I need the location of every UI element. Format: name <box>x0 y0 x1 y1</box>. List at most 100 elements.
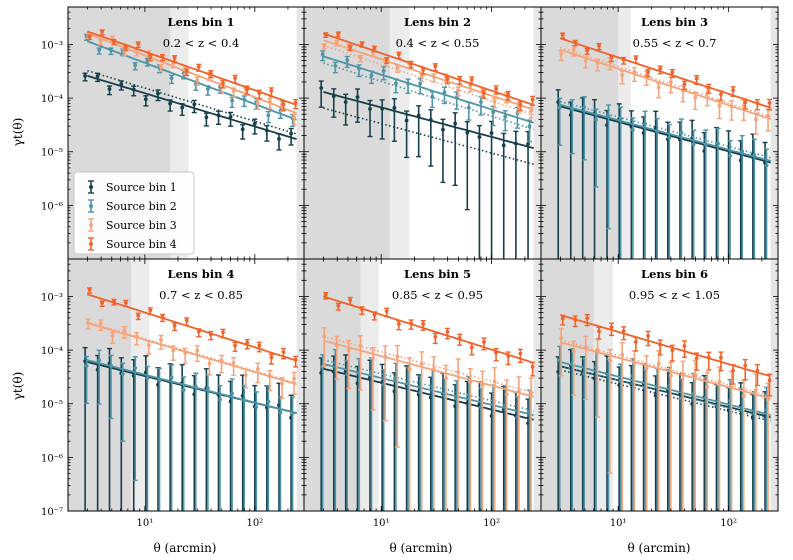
data-point <box>87 287 92 292</box>
data-point <box>430 94 435 99</box>
x-tick-label: 10¹ <box>373 518 390 529</box>
data-point <box>409 61 413 66</box>
data-point <box>109 363 113 368</box>
data-point <box>145 376 150 381</box>
legend-label: Source bin 4 <box>106 238 177 251</box>
data-point <box>694 356 699 361</box>
data-point <box>529 109 533 113</box>
data-point <box>221 81 225 86</box>
data-point <box>334 343 339 348</box>
panel-redshift-range: 0.95 < z < 1.05 <box>629 288 720 302</box>
data-point <box>122 328 127 333</box>
data-point <box>109 48 113 53</box>
data-point <box>231 89 236 93</box>
data-point <box>466 105 471 110</box>
scale-cut-large <box>296 259 304 511</box>
data-point <box>668 80 673 84</box>
data-point <box>609 55 614 60</box>
data-point <box>233 76 237 80</box>
data-point <box>530 97 535 102</box>
panel-4: 10⁻⁷ 10⁻⁶ 10⁻⁵ 10⁻⁴ 10⁻³ 10¹ 10² Lens bin 4 0.7 … <box>41 258 305 529</box>
data-point <box>717 379 722 384</box>
x-tick-label: 10¹ <box>136 518 153 529</box>
model-solid-3 <box>560 341 771 400</box>
data-point <box>694 76 699 81</box>
data-point <box>396 52 401 57</box>
data-point <box>633 56 638 61</box>
x-tick-label: 10² <box>720 518 737 529</box>
data-point <box>621 329 626 333</box>
data-point <box>183 351 188 356</box>
data-point <box>719 355 723 360</box>
data-point <box>445 77 450 81</box>
data-point <box>148 308 153 313</box>
data-point <box>433 334 438 339</box>
data-point <box>731 368 735 373</box>
data-point <box>192 102 197 107</box>
data-point <box>755 368 760 373</box>
scale-cut-dark <box>541 7 619 259</box>
data-point <box>407 367 412 372</box>
data-point <box>743 100 748 105</box>
data-point <box>444 376 448 380</box>
model-solid-4 <box>87 293 297 362</box>
data-point <box>242 97 247 102</box>
y-tick-label: 10⁻⁴ <box>41 94 63 105</box>
data-point <box>371 356 375 360</box>
panel-redshift-range: 0.7 < z < 0.85 <box>159 288 243 302</box>
data-point <box>97 358 102 363</box>
data-point <box>445 329 450 334</box>
data-point <box>620 73 625 78</box>
data-point <box>219 358 224 363</box>
data-point <box>184 69 189 74</box>
data-point <box>257 91 262 96</box>
scale-cut-dark <box>304 259 361 511</box>
data-point <box>468 380 473 384</box>
data-point <box>404 118 409 123</box>
data-point <box>136 313 141 318</box>
data-point <box>518 351 523 356</box>
data-point <box>585 48 590 53</box>
data-point <box>98 321 103 326</box>
data-point <box>606 114 611 119</box>
data-point <box>595 348 600 352</box>
data-point <box>134 334 139 339</box>
data-point <box>646 70 650 74</box>
data-point <box>100 29 105 34</box>
data-point <box>112 299 116 304</box>
data-point <box>609 325 614 330</box>
data-point <box>112 39 116 44</box>
data-point <box>570 107 575 112</box>
data-point <box>230 391 234 396</box>
panel-plot-area <box>318 291 536 511</box>
legend-marker <box>89 204 93 208</box>
panel-title: Lens bin 2 <box>404 15 471 29</box>
data-point <box>571 349 576 354</box>
panel-2: Lens bin 2 0.4 < z < 0.55 <box>303 6 542 260</box>
data-point <box>679 130 684 135</box>
data-point <box>156 91 160 96</box>
data-point <box>731 88 735 92</box>
panel-title: Lens bin 6 <box>641 267 708 281</box>
data-point <box>396 322 401 326</box>
data-point <box>95 74 100 79</box>
data-point <box>421 322 426 326</box>
data-point <box>393 81 398 86</box>
model-dotted-1 <box>323 107 534 166</box>
data-point <box>292 376 296 381</box>
data-point <box>83 73 88 78</box>
data-point <box>343 100 348 104</box>
data-point <box>319 86 324 90</box>
panel-plot-area <box>82 29 299 151</box>
data-point <box>559 336 564 341</box>
data-point <box>494 350 498 355</box>
data-point <box>501 143 506 148</box>
data-point <box>491 110 495 114</box>
data-point <box>632 70 637 75</box>
data-point <box>506 92 511 97</box>
panel-title: Lens bin 5 <box>404 267 471 281</box>
data-point <box>504 392 509 397</box>
data-point <box>670 70 675 75</box>
data-point <box>84 364 89 368</box>
data-point <box>278 410 283 415</box>
